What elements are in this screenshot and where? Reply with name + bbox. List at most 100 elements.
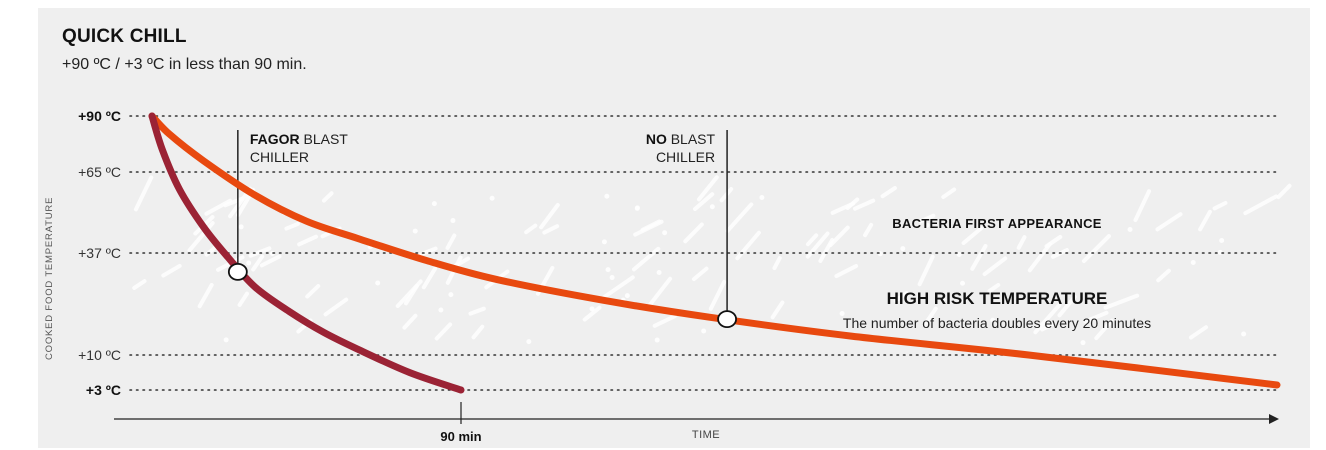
texture-dash — [1155, 212, 1183, 232]
no-label-line2: CHILLER — [656, 149, 715, 165]
texture-dash — [259, 254, 282, 268]
texture-dash — [1198, 209, 1212, 232]
no-blast-chiller-curve — [148, 112, 1281, 389]
x-axis-arrow — [1269, 414, 1279, 424]
chart-subtitle: +90 ºC / +3 ºC in less than 90 min. — [62, 56, 307, 73]
texture-dot — [656, 269, 662, 275]
texture-dash — [987, 283, 1001, 294]
texture-dash — [1212, 200, 1228, 211]
curves — [148, 112, 1281, 394]
texture-dot — [924, 222, 930, 228]
texture-dash — [1033, 303, 1062, 335]
texture-dash — [237, 291, 249, 307]
texture-dot — [900, 246, 906, 252]
texture-dash — [683, 222, 704, 244]
bacteria-texture — [132, 175, 1292, 346]
texture-dot — [961, 298, 967, 304]
high-risk-description: The number of bacteria doubles every 20 … — [843, 315, 1151, 331]
texture-dash — [323, 297, 349, 317]
texture-dash — [982, 256, 1008, 277]
texture-dash — [1103, 293, 1140, 310]
texture-dash — [725, 202, 754, 233]
texture-dash — [805, 233, 819, 247]
texture-dash — [524, 223, 538, 235]
texture-dash — [223, 196, 244, 208]
y-tick-label: +37 ºC — [78, 245, 121, 261]
texture-dot — [1241, 331, 1247, 337]
high-risk-title: HIGH RISK TEMPERATURE — [887, 289, 1108, 308]
texture-dash — [416, 246, 438, 258]
y-tick-label: +90 ºC — [78, 108, 121, 124]
texture-dot — [604, 193, 610, 199]
texture-dash — [922, 306, 938, 328]
texture-dash — [161, 263, 182, 278]
texture-dot — [1127, 226, 1133, 232]
fagor-marker — [227, 262, 248, 281]
texture-dash — [402, 313, 418, 330]
texture-dot — [662, 230, 668, 236]
texture-dash — [863, 222, 874, 238]
no-marker — [717, 310, 737, 329]
texture-dash — [133, 175, 154, 212]
texture-dot — [448, 292, 454, 298]
texture-dash — [471, 324, 485, 340]
texture-dot — [960, 280, 966, 286]
texture-dash — [691, 266, 709, 282]
texture-dot — [1217, 249, 1223, 255]
y-tick-label: +10 ºC — [78, 347, 121, 363]
texture-dash — [708, 279, 727, 311]
texture-dash — [828, 225, 850, 248]
texture-dash — [735, 230, 761, 261]
markers — [227, 262, 737, 329]
texture-dash — [632, 246, 661, 272]
texture-dot — [956, 251, 962, 257]
texture-dot — [759, 195, 765, 201]
texture-dash — [434, 322, 453, 341]
texture-dash — [772, 256, 782, 271]
texture-dash — [1133, 189, 1152, 223]
texture-dot — [601, 239, 607, 245]
texture-dash — [834, 264, 859, 279]
texture-dash — [633, 219, 664, 237]
texture-dash — [853, 198, 876, 211]
texture-dot — [1034, 299, 1040, 305]
texture-dot — [709, 204, 715, 210]
texture-dot — [489, 195, 495, 201]
texture-dash — [197, 283, 214, 309]
texture-dash — [421, 266, 438, 290]
texture-dot — [1219, 238, 1225, 244]
no-label-line1: NO BLAST — [646, 131, 716, 147]
texture-dash — [693, 192, 715, 211]
texture-dash — [770, 300, 785, 320]
texture-dash — [305, 284, 321, 299]
texture-dot — [431, 201, 437, 207]
texture-dot — [223, 337, 229, 343]
texture-dot — [839, 311, 845, 317]
texture-dash — [696, 175, 719, 202]
texture-dash — [830, 201, 856, 215]
texture-dot — [375, 280, 381, 286]
texture-dash — [468, 306, 486, 316]
texture-dash — [284, 221, 300, 231]
texture-dash — [1044, 234, 1063, 249]
texture-dash — [1040, 322, 1054, 332]
texture-dot — [634, 205, 640, 211]
texture-dot — [605, 267, 611, 273]
texture-dash — [539, 202, 560, 230]
texture-dot — [609, 275, 615, 281]
texture-dot — [654, 337, 660, 343]
texture-dash — [1243, 194, 1278, 216]
texture-dot — [589, 306, 595, 312]
texture-dash — [321, 191, 334, 203]
texture-dash — [917, 254, 935, 287]
texture-dash — [880, 186, 897, 199]
texture-dash — [542, 224, 560, 235]
fagor-blast-chiller-curve — [148, 112, 465, 394]
texture-dash — [248, 246, 272, 258]
texture-dash — [204, 198, 233, 216]
x-axis: 90 min — [114, 402, 1279, 444]
texture-dot — [526, 339, 532, 345]
chart-panel — [38, 8, 1310, 448]
texture-dot — [940, 297, 946, 303]
